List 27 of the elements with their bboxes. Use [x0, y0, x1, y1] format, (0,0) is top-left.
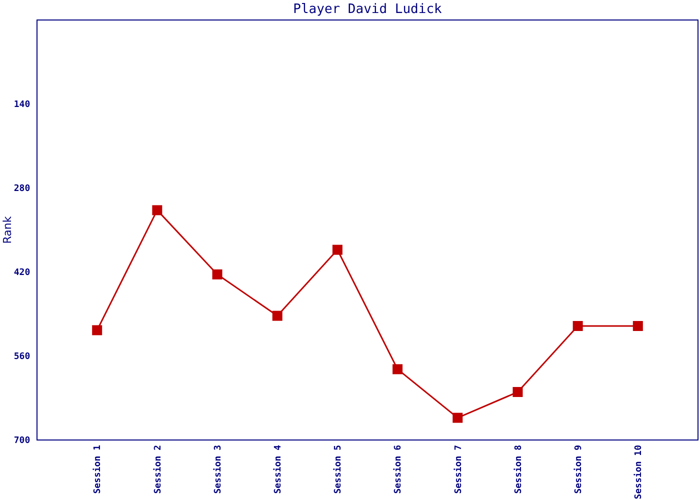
point	[572, 321, 583, 331]
point	[332, 244, 342, 255]
x-tick-label: Session 10	[633, 445, 644, 500]
x-tick-label: Session 9	[572, 445, 584, 494]
x-tick-label: Session 6	[392, 445, 404, 494]
y-tick-label: 700	[14, 436, 30, 446]
point	[92, 325, 102, 336]
x-tick-label: Session 5	[332, 445, 344, 494]
x-tick-label: Session 2	[152, 445, 164, 494]
x-tick-label: Session 8	[512, 445, 524, 494]
point	[452, 412, 463, 423]
y-tick-label: 140	[14, 100, 30, 110]
point	[512, 387, 523, 397]
y-tick-label: 560	[14, 352, 30, 362]
x-tick-label: Session 7	[452, 445, 464, 494]
point	[272, 310, 282, 321]
x-tick-label: Session 1	[92, 445, 104, 494]
point	[632, 321, 643, 331]
y-tick-label: 420	[14, 268, 30, 278]
chart-title: Player David Ludick	[293, 2, 442, 17]
y-tick-label: 280	[14, 184, 30, 194]
point	[212, 269, 222, 280]
x-tick-label: Session 4	[272, 444, 284, 494]
x-tick-label: Session 3	[212, 445, 224, 494]
point	[392, 364, 403, 374]
y-axis-title: Rank	[1, 216, 14, 244]
point	[152, 205, 162, 216]
